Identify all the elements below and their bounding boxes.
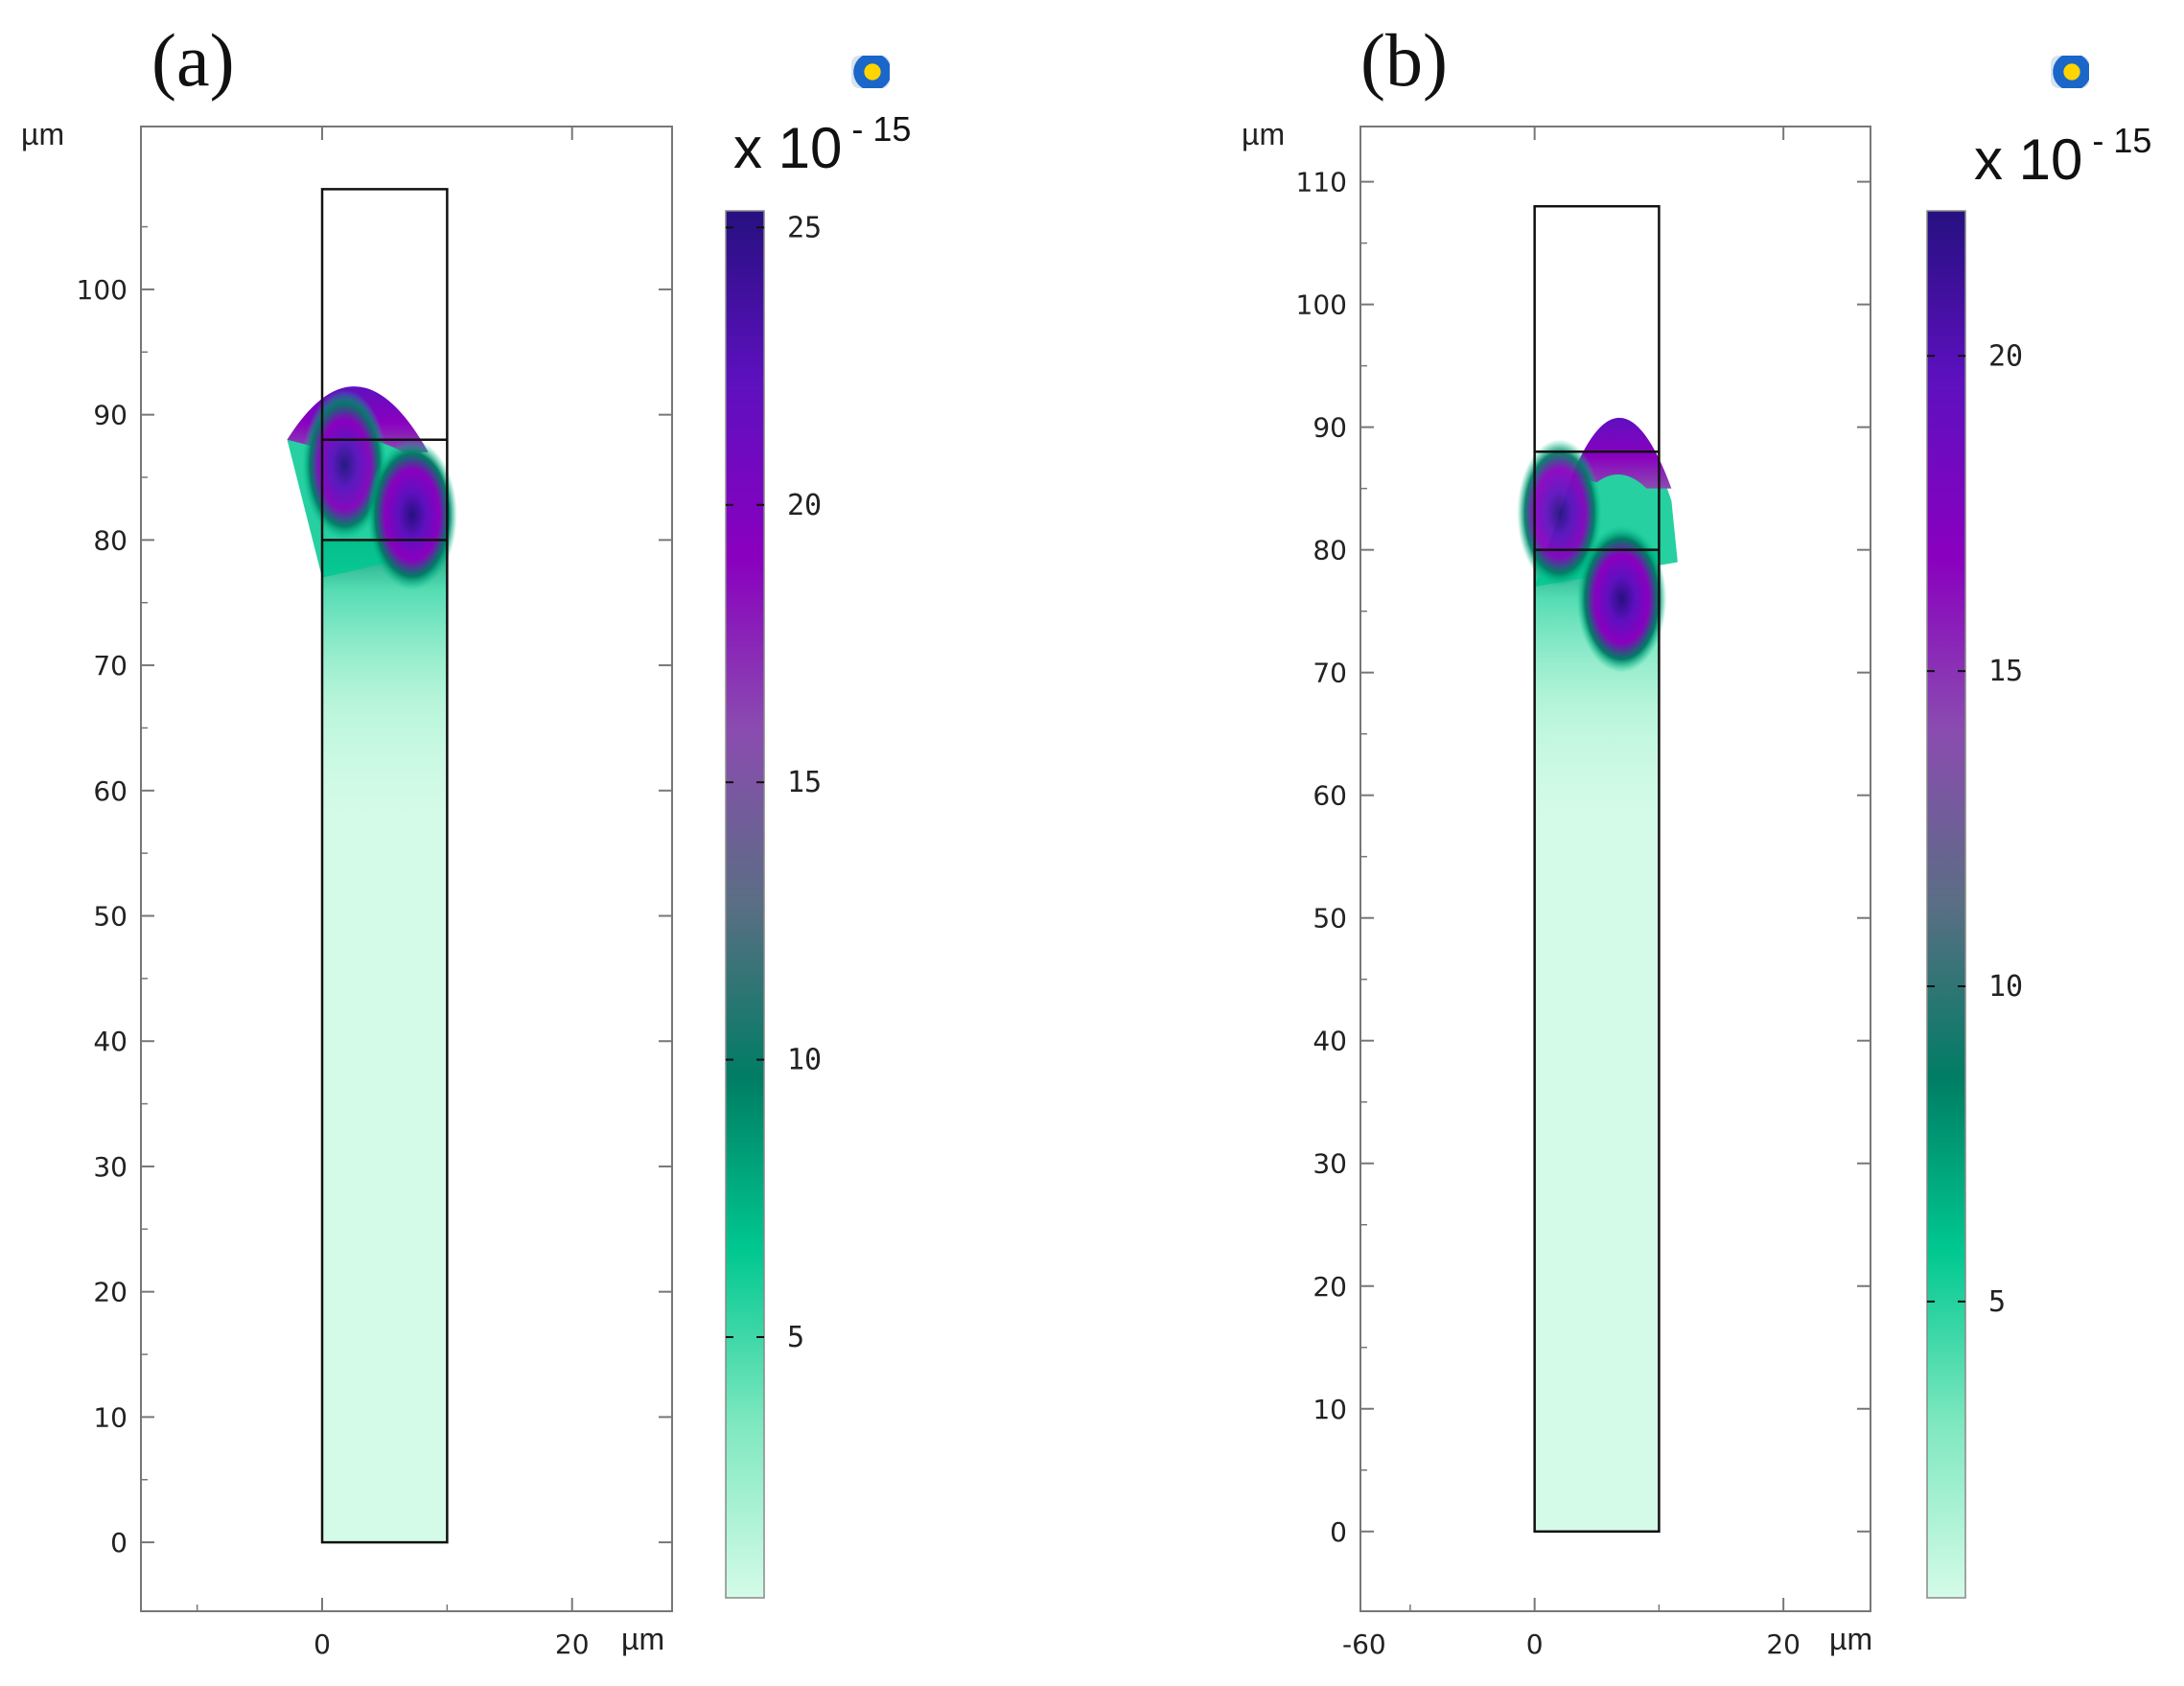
field-hotspot — [1576, 525, 1667, 673]
colorbar — [1926, 210, 1966, 1599]
panel-b-label: (b) — [1360, 18, 1448, 102]
colorbar-multiplier: x 10- 15 — [733, 109, 911, 181]
y-tick-label: 50 — [1313, 903, 1347, 935]
field-hotspot — [366, 439, 457, 590]
y-tick-label: 10 — [1313, 1394, 1347, 1425]
y-axis-unit: µm — [21, 117, 65, 151]
y-tick-label: 60 — [93, 775, 128, 807]
colorbar-tick-label: 25 — [787, 211, 822, 244]
x-tick-label: 0 — [1526, 1628, 1544, 1660]
y-tick-label: 80 — [1313, 535, 1347, 566]
y-tick-label: 110 — [1296, 167, 1347, 198]
field-tail — [322, 540, 448, 1543]
colorbar-tick-label: 15 — [1988, 655, 2023, 688]
colorbar-multiplier: x 10- 15 — [1974, 121, 2151, 193]
colorbar-tick-label: 20 — [1988, 339, 2023, 373]
y-tick-label: 0 — [1330, 1516, 1347, 1548]
x-axis-unit: µm — [621, 1622, 665, 1656]
multiplier-base: x 10 — [733, 116, 843, 180]
x-tick-label: 20 — [555, 1628, 590, 1660]
structure-outline — [1533, 204, 1661, 1534]
y-tick-label: 20 — [1313, 1271, 1347, 1303]
field-tail — [1534, 549, 1660, 1532]
panel-a: (a) µm µm x 10- 15 0 10 20 30 40 50 60 70 80 90 10… — [21, 18, 911, 1660]
y-tick-label: 20 — [93, 1277, 128, 1308]
y-tick-label: 70 — [93, 650, 128, 681]
y-tick-label: 30 — [1313, 1148, 1347, 1180]
y-tick-label: 90 — [1313, 412, 1347, 444]
colorbar — [725, 210, 765, 1599]
field-cap — [1571, 417, 1672, 489]
x-tick-label: 0 — [314, 1628, 331, 1660]
comsol-logo-icon — [2051, 56, 2089, 88]
colorbar-tick-label: 5 — [787, 1321, 804, 1354]
field-fade — [322, 540, 448, 1543]
colorbar-tick-label: 5 — [1988, 1285, 2006, 1319]
panel-a-label: (a) — [151, 18, 235, 102]
field-lobe-left — [302, 389, 387, 541]
y-tick-label: 70 — [1313, 658, 1347, 689]
plot-b: 0 10 20 30 40 50 60 70 80 90 100 110 -60 0 20 5 10 15 20 — [1296, 126, 2023, 1660]
y-tick-label: 80 — [93, 524, 128, 556]
panel-b: (b) µm µm x 10- 15 0 10 20 30 40 50 60 70 80 90 10… — [1092, 0, 2184, 1686]
colorbar-tick-label: 10 — [1988, 970, 2023, 1004]
y-tick-label: 50 — [93, 901, 128, 933]
comsol-logo-icon — [851, 56, 890, 88]
colorbar-tick-label: 10 — [787, 1044, 822, 1077]
y-tick-label: 10 — [93, 1401, 128, 1433]
y-tick-label: 100 — [77, 274, 128, 306]
y-tick-label: 90 — [93, 400, 128, 431]
colorbar-tick-label: 20 — [787, 489, 822, 522]
plot-frame — [140, 126, 673, 1612]
plot-frame — [1359, 126, 1871, 1612]
y-tick-label: 100 — [1296, 289, 1347, 321]
x-axis-unit: µm — [1829, 1622, 1873, 1656]
y-tick-label: 0 — [110, 1527, 128, 1559]
x-tick-label: -60 — [1342, 1628, 1386, 1660]
y-tick-label: 60 — [1313, 780, 1347, 812]
y-tick-label: 40 — [1313, 1026, 1347, 1057]
y-axis-unit: µm — [1242, 117, 1286, 151]
y-tick-label: 30 — [93, 1151, 128, 1183]
multiplier-exponent: - 15 — [2092, 121, 2152, 160]
y-tick-label: 40 — [93, 1026, 128, 1057]
multiplier-base: x 10 — [1974, 127, 2083, 192]
x-tick-label: 20 — [1766, 1628, 1801, 1660]
field-fade — [1534, 549, 1660, 1532]
plot-a: 0 10 20 30 40 50 60 70 80 90 100 0 20 5 10 15 20 25 — [77, 126, 822, 1660]
multiplier-exponent: - 15 — [851, 109, 912, 149]
structure-outline — [320, 188, 449, 1544]
colorbar-tick-label: 15 — [787, 766, 822, 799]
